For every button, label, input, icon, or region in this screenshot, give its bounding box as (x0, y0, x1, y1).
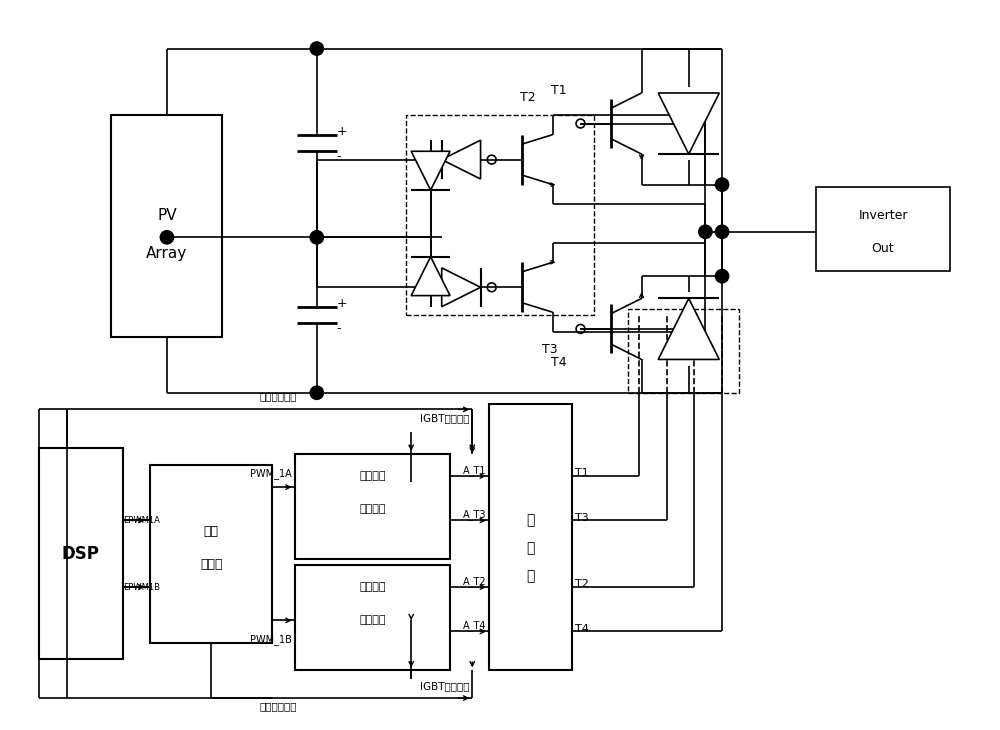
Bar (816, 188, 950, 271)
Text: A_T1: A_T1 (463, 465, 486, 476)
Text: -: - (336, 150, 341, 164)
Text: 发波使能信号: 发波使能信号 (259, 701, 297, 711)
Bar (628, 310, 739, 393)
Text: EPWM1A: EPWM1A (124, 516, 160, 525)
Text: T3: T3 (542, 343, 558, 356)
Text: T4: T4 (575, 623, 589, 634)
Text: 动: 动 (526, 541, 535, 556)
Text: T2: T2 (575, 580, 589, 589)
Polygon shape (658, 299, 719, 359)
Text: EPWM1B: EPWM1B (124, 583, 161, 591)
Text: PWM_1A: PWM_1A (250, 468, 292, 479)
Text: -: - (336, 323, 341, 335)
Text: 驱动电路: 驱动电路 (359, 615, 386, 626)
Polygon shape (411, 257, 450, 296)
Text: DSP: DSP (62, 545, 100, 563)
Bar (295, 454, 450, 559)
Text: 驱动电路: 驱动电路 (359, 504, 386, 515)
Text: 互补死区: 互补死区 (359, 471, 386, 481)
Text: 收发器: 收发器 (200, 558, 223, 572)
Polygon shape (442, 140, 481, 179)
Circle shape (310, 42, 323, 55)
Text: PWM_1B: PWM_1B (250, 634, 292, 645)
Bar (489, 404, 572, 670)
Text: IGBT故障信号: IGBT故障信号 (420, 681, 469, 691)
Text: 发波使能信号: 发波使能信号 (259, 391, 297, 401)
Circle shape (699, 225, 712, 239)
Text: T3: T3 (575, 512, 589, 523)
Text: 总线: 总线 (204, 525, 219, 538)
Text: T1: T1 (551, 84, 567, 96)
Text: +: + (336, 297, 347, 310)
Polygon shape (658, 93, 719, 154)
Circle shape (310, 231, 323, 244)
Text: A_T2: A_T2 (462, 576, 486, 587)
Text: T1: T1 (575, 468, 589, 478)
Bar (111, 115, 222, 337)
Polygon shape (411, 151, 450, 190)
Bar (406, 115, 594, 315)
Circle shape (160, 231, 174, 244)
Bar (150, 465, 272, 642)
Text: 板: 板 (526, 569, 535, 583)
Text: PV: PV (157, 207, 177, 223)
Bar (39, 448, 123, 659)
Text: Inverter: Inverter (858, 209, 908, 222)
Text: A_T4: A_T4 (463, 620, 486, 631)
Text: +: + (336, 126, 347, 139)
Text: T2: T2 (520, 91, 536, 104)
Circle shape (715, 269, 729, 283)
Polygon shape (442, 268, 481, 307)
Text: T4: T4 (551, 356, 567, 369)
Circle shape (310, 386, 323, 399)
Text: Array: Array (146, 247, 188, 261)
Bar (295, 565, 450, 670)
Circle shape (715, 178, 729, 191)
Circle shape (715, 225, 729, 239)
Text: 驱: 驱 (526, 513, 535, 528)
Text: IGBT故障信号: IGBT故障信号 (420, 413, 469, 423)
Text: Out: Out (872, 242, 894, 255)
Text: A_T3: A_T3 (463, 510, 486, 520)
Text: 互补死区: 互补死区 (359, 582, 386, 592)
